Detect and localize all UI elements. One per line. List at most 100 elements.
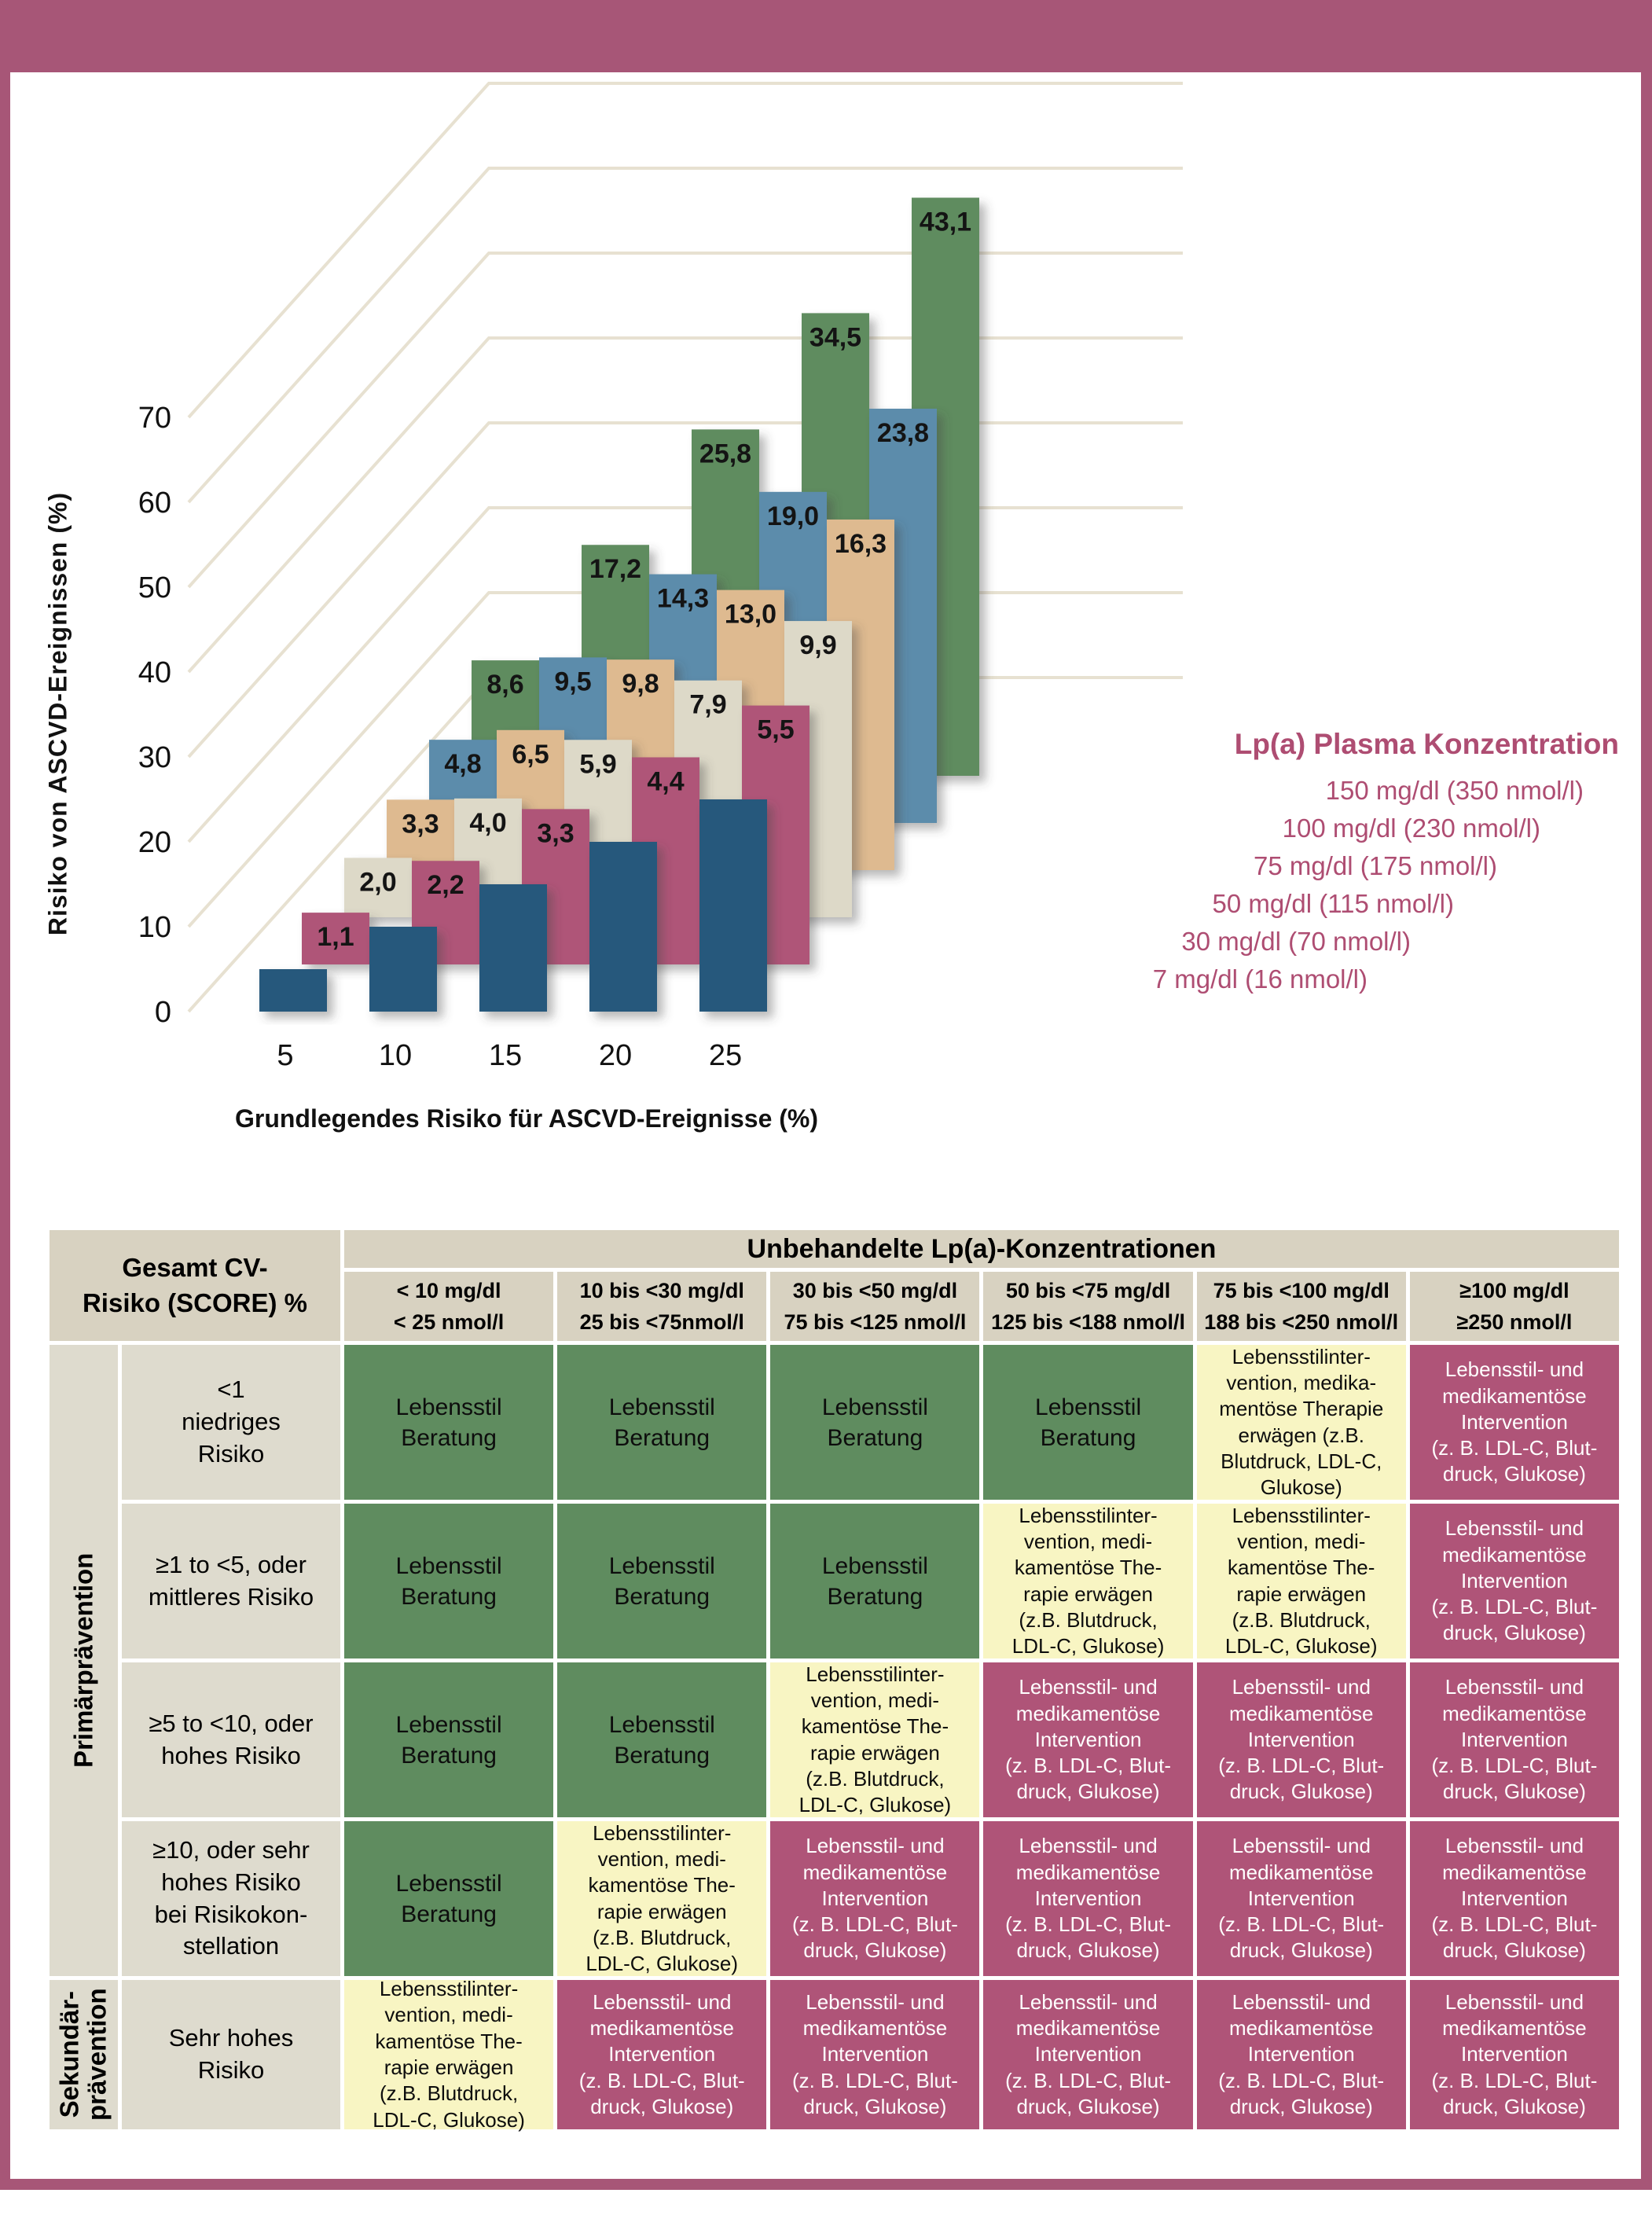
bar-label-s5-x10: 17,2 [589, 554, 641, 584]
table-row-label-1: ≥1 to <5, oder mittleres Risiko [122, 1504, 340, 1658]
table-col-header-4: 75 bis <100 mg/dl 188 bis <250 nmol/l [1196, 1272, 1406, 1341]
bar-label-s1-x5: 1,1 [317, 922, 354, 952]
bar-label-s4-x15: 14,3 [657, 584, 709, 614]
table-col-header-3: 50 bis <75 mg/dl 125 bis <188 nmol/l [983, 1272, 1193, 1341]
table-cell-r0-c2: Lebensstil Beratung [770, 1345, 980, 1500]
legend-title: Lp(a) Plasma Konzentration [1234, 728, 1619, 760]
table-cell-r3-c1: Lebensstilinter- vention, medi- kamentös… [557, 1821, 767, 1976]
table-cell-r4-c1: Lebensstil- und medikamentöse Interventi… [557, 1980, 767, 2129]
y-tick-40: 40 [138, 656, 171, 689]
legend-items: 150 mg/dl (350 nmol/l) 100 mg/dl (230 nmo… [904, 772, 1619, 998]
table-col-header-1: 10 bis <30 mg/dl 25 bis <75nmol/l [557, 1272, 767, 1341]
gridline-60 [187, 167, 1183, 504]
table-span-header: Unbehandelte Lp(a)-Konzentrationen [344, 1230, 1619, 1268]
bar-label-s5-x20: 34,5 [809, 322, 861, 352]
bar-label-s5-x5: 8,6 [486, 670, 523, 700]
table-row-label-3: ≥10, oder sehr hohes Risiko bei Risikoko… [122, 1821, 340, 1976]
table-cell-r4-c2: Lebensstil- und medikamentöse Interventi… [770, 1980, 980, 2129]
x-tick-15: 15 [489, 1039, 522, 1072]
bar-label-s4-x25: 23,8 [877, 418, 929, 448]
table-cell-r0-c4: Lebensstilinter- vention, medika- mentös… [1196, 1345, 1406, 1500]
x-axis-title: Grundlegendes Risiko für ASCVD-Ereigniss… [234, 1104, 819, 1133]
y-tick-60: 60 [138, 487, 171, 520]
bar-s0-x15 [479, 884, 547, 1012]
bar-label-s1-x10: 2,2 [427, 870, 464, 900]
table-cell-r1-c4: Lebensstilinter- vention, medi- kamentös… [1196, 1504, 1406, 1658]
table-col-header-0: < 10 mg/dl < 25 nmol/l [344, 1272, 554, 1341]
table-cell-r1-c5: Lebensstil- und medikamentöse Interventi… [1409, 1504, 1619, 1658]
table-cell-r3-c4: Lebensstil- und medikamentöse Interventi… [1196, 1821, 1406, 1976]
table-cell-r1-c3: Lebensstilinter- vention, medi- kamentös… [983, 1504, 1193, 1658]
bar-s0-x5 [259, 969, 327, 1012]
x-tick-5: 5 [277, 1039, 293, 1072]
y-tick-70: 70 [138, 402, 171, 435]
bar-label-s4-x10: 9,5 [554, 667, 591, 696]
table-cell-r2-c3: Lebensstil- und medikamentöse Interventi… [983, 1662, 1193, 1817]
y-axis-title: Risiko von ASCVD-Ereignissen (%) [43, 491, 72, 936]
bar-label-s5-x25: 43,1 [920, 208, 971, 237]
y-tick-30: 30 [138, 741, 171, 774]
table-cell-r2-c0: Lebensstil Beratung [344, 1662, 554, 1817]
bar-label-s3-x5: 3,3 [402, 809, 439, 839]
table-row-label-0: <1 niedriges Risiko [122, 1345, 340, 1500]
table-cell-r3-c3: Lebensstil- und medikamentöse Interventi… [983, 1821, 1193, 1976]
table-cell-r0-c0: Lebensstil Beratung [344, 1345, 554, 1500]
risk-bar-chart: 0 10 20 30 40 50 60 70 8,6 17,2 25,8 34,5 43,1 4,8 9,5… [43, 82, 1619, 1133]
table-cell-r1-c2: Lebensstil Beratung [770, 1504, 980, 1658]
legend-item-3: 50 mg/dl (115 nmol/l) [1212, 889, 1454, 918]
y-tick-50: 50 [138, 571, 171, 604]
table-cell-r2-c1: Lebensstil Beratung [557, 1662, 767, 1817]
chart-legend: Lp(a) Plasma Konzentration 150 mg/dl (35… [904, 728, 1619, 998]
y-tick-0: 0 [155, 996, 171, 1029]
gridline-70 [187, 82, 1183, 419]
table-cell-r4-c0: Lebensstilinter- vention, medi- kamentös… [344, 1977, 554, 2132]
table-cell-r0-c1: Lebensstil Beratung [557, 1345, 767, 1500]
table-col-header-5: ≥100 mg/dl ≥250 nmol/l [1409, 1272, 1619, 1341]
y-tick-20: 20 [138, 826, 171, 859]
table-row-label-4: Sehr hohes Risiko [122, 1980, 340, 2129]
bar-label-s2-x20: 7,9 [689, 690, 726, 720]
bar-label-s4-x20: 19,0 [767, 501, 819, 531]
bar-s1-x5 [302, 913, 369, 964]
x-tick-25: 25 [709, 1039, 742, 1072]
legend-item-4: 30 mg/dl (70 nmol/l) [1181, 927, 1411, 956]
table-cell-r1-c0: Lebensstil Beratung [344, 1504, 554, 1658]
legend-item-1: 100 mg/dl (230 nmol/l) [1282, 814, 1540, 843]
figure-frame-right [1641, 72, 1652, 2190]
bar-label-s4-x5: 4,8 [444, 749, 481, 779]
table-row-label-2: ≥5 to <10, oder hohes Risiko [122, 1662, 340, 1817]
table-cell-r4-c5: Lebensstil- und medikamentöse Interventi… [1409, 1980, 1619, 2129]
bar-s0-x20 [589, 842, 657, 1012]
table-cell-r3-c0: Lebensstil Beratung [344, 1821, 554, 1976]
legend-item-2: 75 mg/dl (175 nmol/l) [1254, 851, 1497, 880]
table-cell-r0-c3: Lebensstil Beratung [983, 1345, 1193, 1500]
table-cell-r2-c2: Lebensstilinter- vention, medi- kamentös… [770, 1662, 980, 1817]
legend-item-5: 7 mg/dl (16 nmol/l) [1152, 964, 1367, 994]
treatment-table: Gesamt CV- Risiko (SCORE) % Unbehandelte… [50, 1230, 1619, 2132]
table-col-header-2: 30 bis <50 mg/dl 75 bis <125 nmol/l [770, 1272, 980, 1341]
table-cell-r2-c5: Lebensstil- und medikamentöse Interventi… [1409, 1662, 1619, 1817]
figure-top-banner [0, 0, 1652, 72]
table-cell-r3-c5: Lebensstil- und medikamentöse Interventi… [1409, 1821, 1619, 1976]
legend-item-0: 150 mg/dl (350 nmol/l) [1325, 776, 1584, 805]
bar-s2-x5 [344, 858, 412, 917]
table-cell-r3-c2: Lebensstil- und medikamentöse Interventi… [770, 1821, 980, 1976]
table-cell-r4-c4: Lebensstil- und medikamentöse Interventi… [1196, 1980, 1406, 2129]
bar-s0-x10 [369, 927, 437, 1012]
bar-label-s1-x25: 5,5 [757, 715, 794, 745]
bar-s0-x25 [699, 799, 767, 1012]
x-tick-20: 20 [599, 1039, 632, 1072]
bar-label-s3-x10: 6,5 [512, 740, 549, 770]
table-corner-header: Gesamt CV- Risiko (SCORE) % [50, 1230, 340, 1341]
bar-label-s1-x20: 4,4 [647, 766, 684, 796]
gridline-50 [187, 252, 1183, 589]
bar-label-s3-x15: 9,8 [622, 669, 659, 699]
bar-label-s3-x25: 16,3 [835, 529, 887, 559]
table-cell-r4-c3: Lebensstil- und medikamentöse Interventi… [983, 1980, 1193, 2129]
table-group-label-0: Primärprävention [50, 1345, 118, 1976]
bar-label-s2-x5: 2,0 [359, 867, 396, 897]
chart-svg: 0 10 20 30 40 50 60 70 8,6 17,2 25,8 34,5 43,1 4,8 9,5… [138, 82, 1183, 1072]
x-tick-10: 10 [379, 1039, 412, 1072]
table-cell-r2-c4: Lebensstil- und medikamentöse Interventi… [1196, 1662, 1406, 1817]
